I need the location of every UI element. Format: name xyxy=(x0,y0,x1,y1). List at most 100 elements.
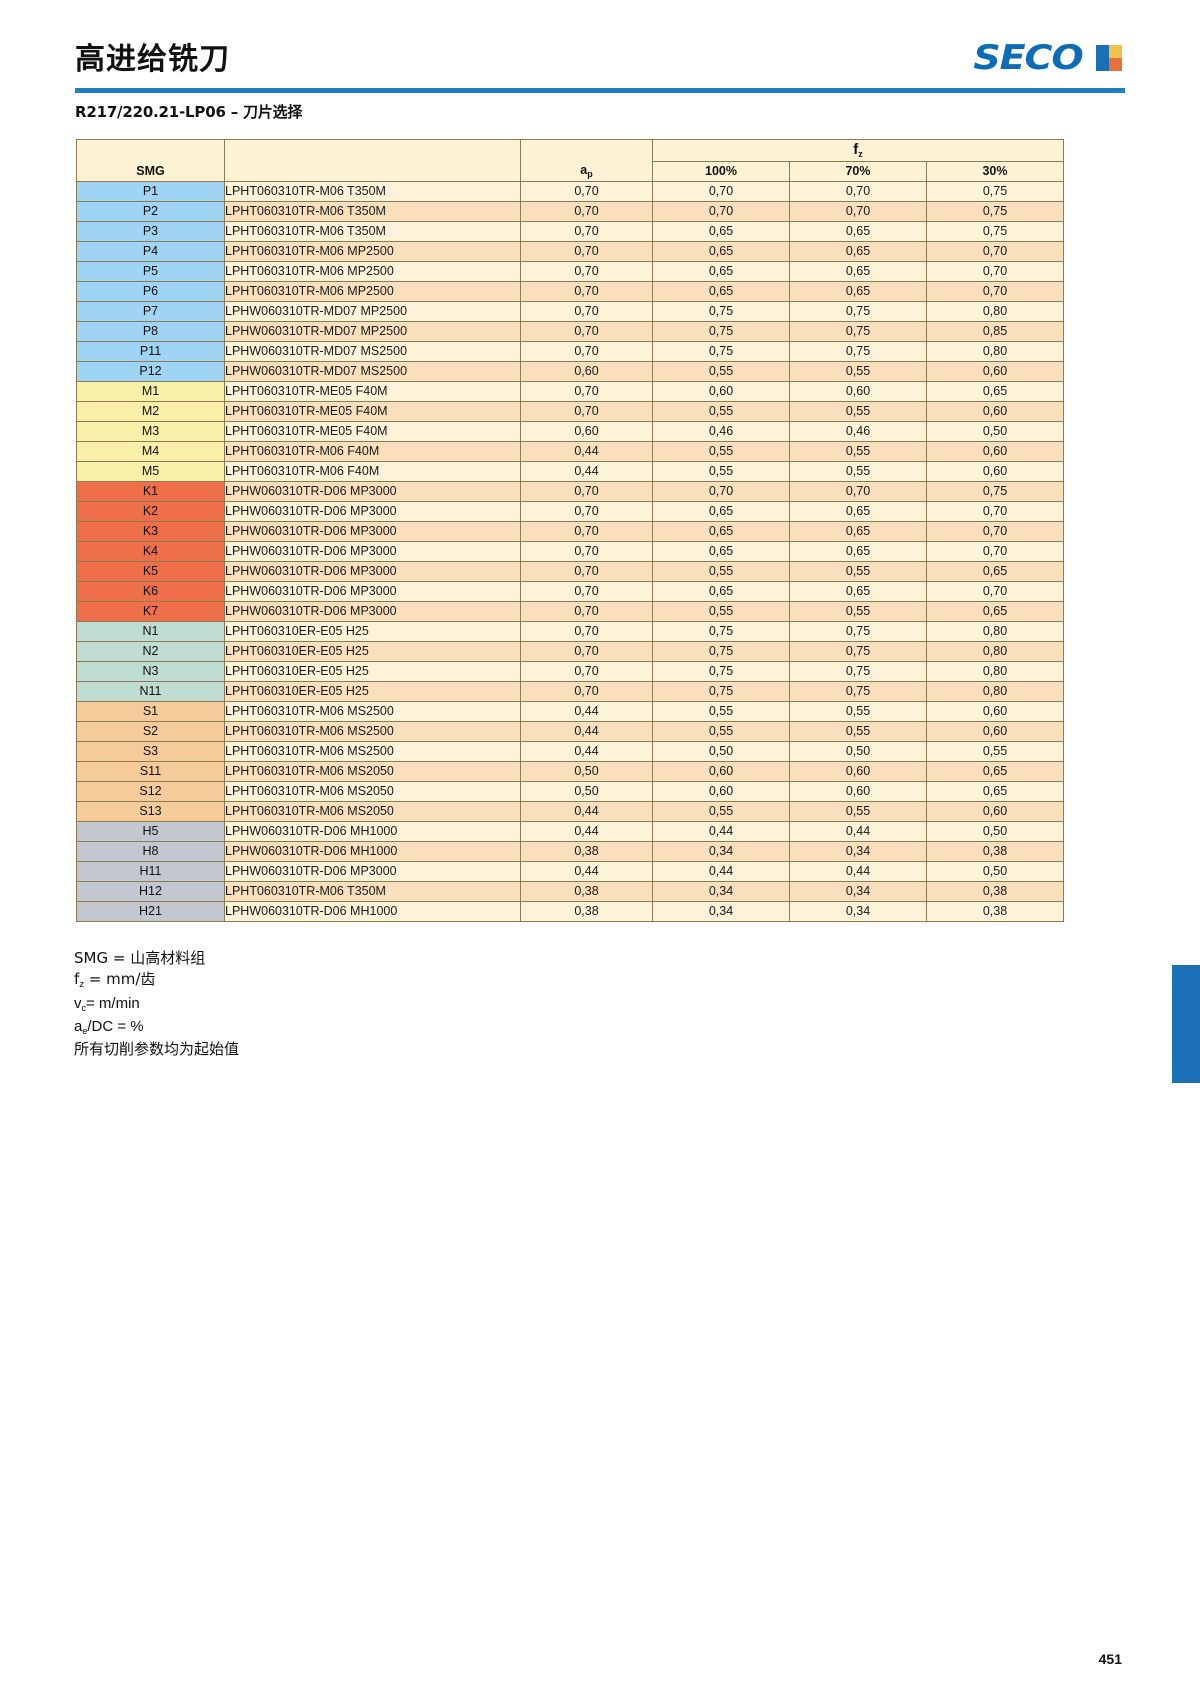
table-row: S1 LPHT060310TR-M06 MS2500 0,44 0,55 0,55 0,6… xyxy=(76,701,1064,722)
page-title: 高进给铣刀 xyxy=(75,42,230,77)
legend-vc-symbol: v xyxy=(74,995,82,1012)
logo-quadrant-1 xyxy=(1096,45,1109,58)
cell-ap: 0,70 xyxy=(520,501,653,522)
table-row: K2 LPHW060310TR-D06 MP3000 0,70 0,65 0,65 0,7… xyxy=(76,501,1064,522)
table-row: P11 LPHW060310TR-MD07 MS2500 0,70 0,75 0,75 0… xyxy=(76,341,1064,362)
cell-designation: LPHT060310TR-M06 MP2500 xyxy=(224,241,521,262)
cell-smg: P2 xyxy=(76,201,225,222)
cell-fz30: 0,60 xyxy=(926,721,1064,742)
table-row: P8 LPHW060310TR-MD07 MP2500 0,70 0,75 0,75 0,… xyxy=(76,321,1064,342)
cell-ap: 0,50 xyxy=(520,781,653,802)
cell-designation: LPHT060310TR-M06 F40M xyxy=(224,461,521,482)
table-row: M1 LPHT060310TR-ME05 F40M 0,70 0,60 0,60 0,65 xyxy=(76,381,1064,402)
cell-ap: 0,70 xyxy=(520,621,653,642)
header-divider-rule xyxy=(75,88,1125,93)
cell-ap: 0,70 xyxy=(520,321,653,342)
cell-ap: 0,70 xyxy=(520,561,653,582)
cell-smg: N11 xyxy=(76,681,225,702)
cell-ap: 0,44 xyxy=(520,721,653,742)
cell-smg: N1 xyxy=(76,621,225,642)
table-row: P1 LPHT060310TR-M06 T350M 0,70 0,70 0,70 0,75 xyxy=(76,181,1064,202)
cell-fz100: 0,44 xyxy=(652,821,790,842)
cell-ap: 0,70 xyxy=(520,601,653,622)
cell-designation: LPHW060310TR-D06 MH1000 xyxy=(224,841,521,862)
cell-fz70: 0,46 xyxy=(789,421,927,442)
table-row: S12 LPHT060310TR-M06 MS2050 0,50 0,60 0,60 0,… xyxy=(76,781,1064,802)
cell-fz30: 0,60 xyxy=(926,441,1064,462)
cell-fz70: 0,65 xyxy=(789,221,927,242)
cell-fz30: 0,80 xyxy=(926,621,1064,642)
cell-fz30: 0,50 xyxy=(926,821,1064,842)
cell-smg: S11 xyxy=(76,761,225,782)
logo-quadrant-3 xyxy=(1096,58,1109,71)
cell-fz100: 0,65 xyxy=(652,281,790,302)
cell-fz100: 0,34 xyxy=(652,901,790,922)
legend-fz-subscript: z xyxy=(79,980,85,990)
legend-fz-symbol: f xyxy=(74,970,80,988)
cell-fz100: 0,70 xyxy=(652,481,790,502)
cell-smg: K4 xyxy=(76,541,225,562)
cell-fz70: 0,70 xyxy=(789,201,927,222)
column-header-designation xyxy=(224,139,521,182)
cell-fz100: 0,65 xyxy=(652,501,790,522)
legend-line-vc: vc= m/min xyxy=(74,993,239,1016)
cell-smg: S2 xyxy=(76,721,225,742)
cell-ap: 0,70 xyxy=(520,661,653,682)
table-row: H12 LPHT060310TR-M06 T350M 0,38 0,34 0,34 0,3… xyxy=(76,881,1064,902)
cell-fz30: 0,38 xyxy=(926,901,1064,922)
cell-ap: 0,44 xyxy=(520,801,653,822)
cell-designation: LPHT060310ER-E05 H25 xyxy=(224,681,521,702)
logo-quadrant-4 xyxy=(1109,58,1122,71)
cell-smg: K3 xyxy=(76,521,225,542)
cell-designation: LPHT060310TR-M06 MS2050 xyxy=(224,781,521,802)
cell-fz70: 0,55 xyxy=(789,721,927,742)
cell-ap: 0,70 xyxy=(520,381,653,402)
cell-ap: 0,70 xyxy=(520,261,653,282)
cell-ap: 0,70 xyxy=(520,341,653,362)
seco-logo-mark-icon xyxy=(1096,45,1122,71)
cell-designation: LPHT060310ER-E05 H25 xyxy=(224,641,521,662)
cell-fz30: 0,70 xyxy=(926,261,1064,282)
cell-smg: P5 xyxy=(76,261,225,282)
cell-ap: 0,44 xyxy=(520,701,653,722)
cell-ap: 0,38 xyxy=(520,901,653,922)
seco-wordmark: SECO xyxy=(973,38,1084,78)
cell-fz30: 0,70 xyxy=(926,501,1064,522)
cell-smg: M1 xyxy=(76,381,225,402)
column-header-ap: ap xyxy=(520,139,653,182)
cell-fz30: 0,60 xyxy=(926,701,1064,722)
table-head: SMG ap fz 100% 70% 30% xyxy=(76,139,1064,182)
cell-designation: LPHW060310TR-D06 MP3000 xyxy=(224,861,521,882)
cell-fz70: 0,55 xyxy=(789,361,927,382)
table-header-row-group: SMG ap fz xyxy=(76,139,1064,182)
table-row: M5 LPHT060310TR-M06 F40M 0,44 0,55 0,55 0,60 xyxy=(76,461,1064,482)
cell-fz70: 0,75 xyxy=(789,681,927,702)
cell-fz100: 0,65 xyxy=(652,221,790,242)
cell-smg: H8 xyxy=(76,841,225,862)
cell-ap: 0,38 xyxy=(520,841,653,862)
legend-line-smg: SMG = 山高材料组 xyxy=(74,949,206,967)
column-header-fz-70: 70% xyxy=(789,161,927,182)
cell-designation: LPHT060310TR-M06 T350M xyxy=(224,181,521,202)
table-row: S11 LPHT060310TR-M06 MS2050 0,50 0,60 0,60 0,… xyxy=(76,761,1064,782)
column-header-fz-30: 30% xyxy=(926,161,1064,182)
cell-ap: 0,44 xyxy=(520,441,653,462)
table-row: P4 LPHT060310TR-M06 MP2500 0,70 0,65 0,65 0,7… xyxy=(76,241,1064,262)
cell-fz100: 0,60 xyxy=(652,381,790,402)
cell-fz30: 0,38 xyxy=(926,841,1064,862)
cell-smg: H12 xyxy=(76,881,225,902)
cell-fz100: 0,46 xyxy=(652,421,790,442)
cell-fz70: 0,65 xyxy=(789,541,927,562)
cell-fz70: 0,65 xyxy=(789,281,927,302)
cell-fz70: 0,50 xyxy=(789,741,927,762)
cell-fz70: 0,55 xyxy=(789,601,927,622)
cell-smg: P7 xyxy=(76,301,225,322)
cell-fz100: 0,75 xyxy=(652,321,790,342)
cell-designation: LPHW060310TR-D06 MH1000 xyxy=(224,901,521,922)
table-row: K5 LPHW060310TR-D06 MP3000 0,70 0,55 0,55 0,6… xyxy=(76,561,1064,582)
cell-fz70: 0,75 xyxy=(789,321,927,342)
cell-designation: LPHT060310TR-M06 MS2500 xyxy=(224,701,521,722)
cell-ap: 0,70 xyxy=(520,581,653,602)
cell-fz100: 0,55 xyxy=(652,461,790,482)
table-body: P1 LPHT060310TR-M06 T350M 0,70 0,70 0,70 0,75… xyxy=(76,181,1064,922)
